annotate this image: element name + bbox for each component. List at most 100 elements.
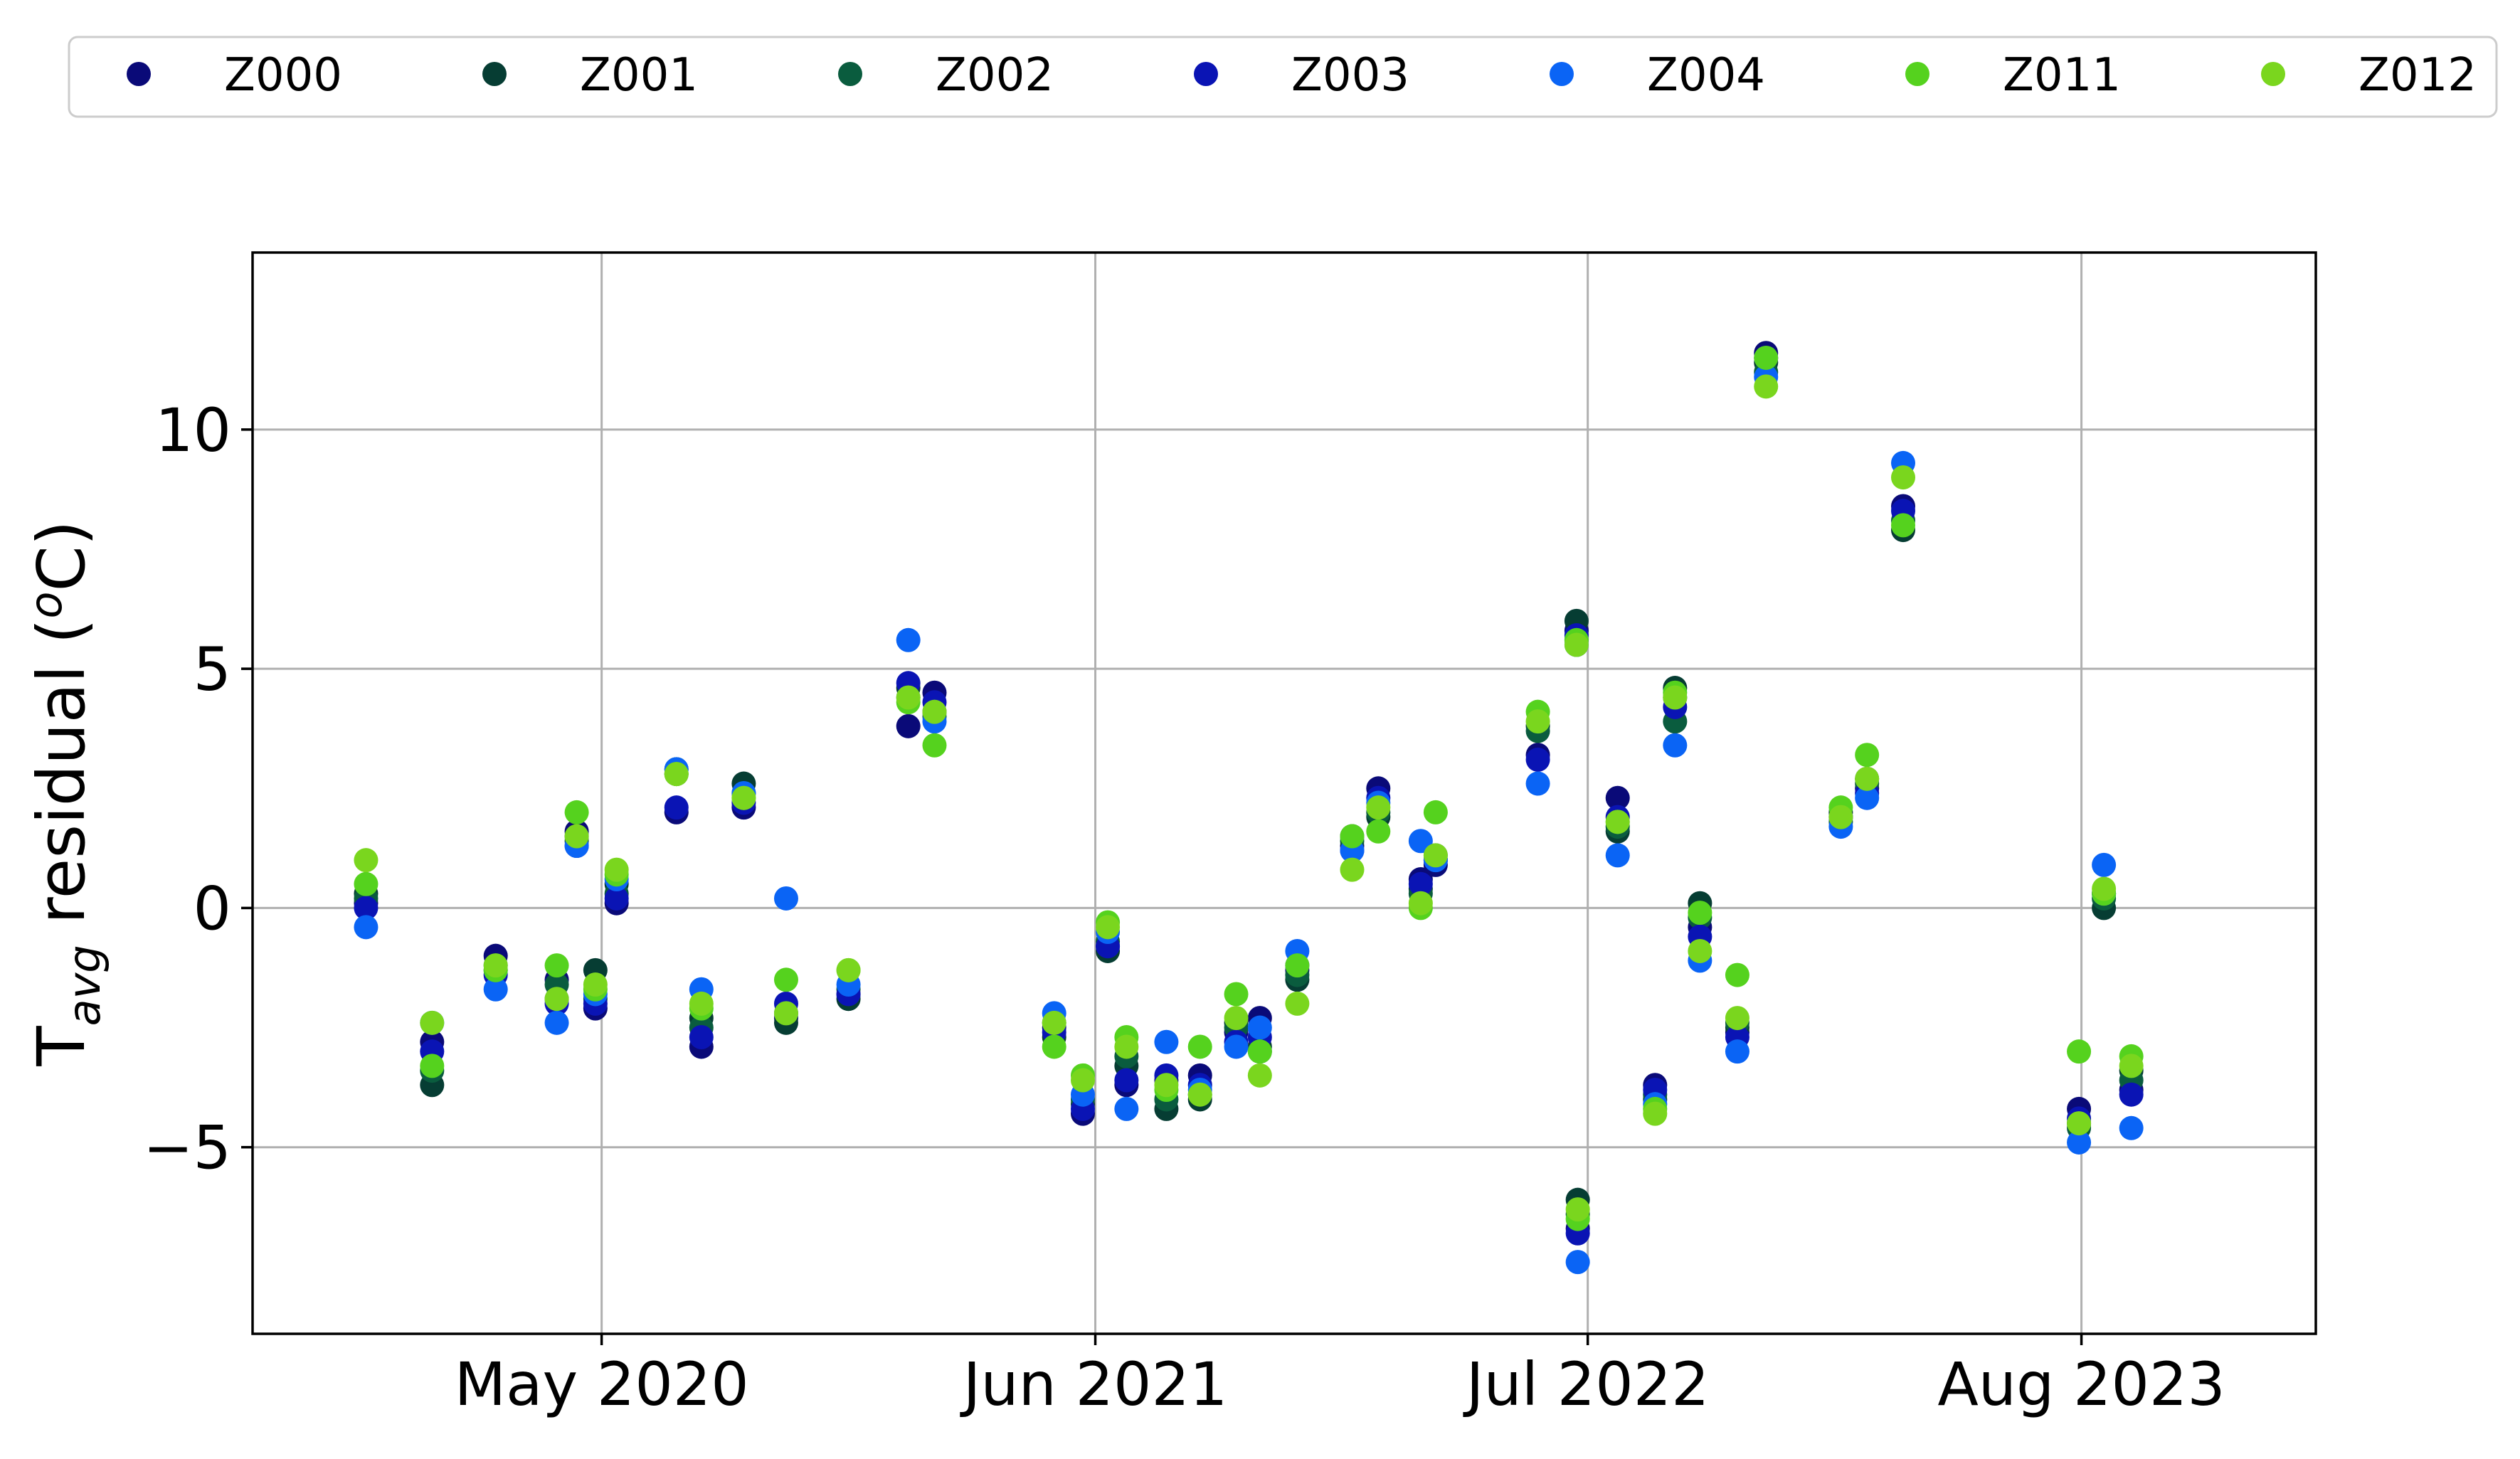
ylabel-rest: residual ( bbox=[23, 618, 100, 945]
data-point bbox=[1408, 891, 1433, 916]
data-point bbox=[2092, 876, 2117, 901]
data-point bbox=[1224, 982, 1249, 1007]
legend-item-z012: Z012 bbox=[2261, 49, 2477, 102]
x-tick-label: Jul 2022 bbox=[1463, 1349, 1710, 1419]
data-point bbox=[1725, 1006, 1749, 1031]
data-point bbox=[1525, 709, 1550, 734]
data-point bbox=[1663, 733, 1688, 758]
data-point bbox=[1525, 747, 1550, 772]
data-point bbox=[1605, 785, 1630, 810]
data-point bbox=[896, 627, 921, 652]
data-point bbox=[1224, 1034, 1249, 1059]
legend-box bbox=[68, 36, 2498, 118]
data-point bbox=[1855, 785, 1880, 810]
data-point bbox=[1285, 953, 1310, 978]
legend: Z000 Z001 Z002 Z003 Z004 Z011 Z012 bbox=[68, 36, 2498, 118]
data-point bbox=[2119, 1115, 2144, 1140]
x-tick-label: Jun 2021 bbox=[960, 1349, 1228, 1419]
y-tick-label: 10 bbox=[155, 396, 231, 465]
legend-marker bbox=[1905, 62, 1929, 86]
legend-item-z001: Z001 bbox=[482, 49, 698, 102]
data-point bbox=[2067, 1130, 2092, 1155]
data-point bbox=[2092, 852, 2117, 877]
data-point bbox=[544, 1010, 569, 1035]
x-tick-label: May 2020 bbox=[455, 1349, 749, 1419]
plot-background bbox=[253, 253, 2316, 1334]
data-point bbox=[1855, 743, 1880, 768]
data-point bbox=[1114, 1068, 1139, 1093]
data-point bbox=[604, 886, 629, 911]
legend-marker bbox=[2261, 62, 2285, 86]
data-point bbox=[773, 967, 798, 992]
data-point bbox=[1754, 345, 1779, 370]
data-point bbox=[2067, 1111, 2092, 1136]
data-point bbox=[1855, 766, 1880, 791]
data-point bbox=[354, 848, 378, 873]
data-point bbox=[1891, 513, 1915, 538]
data-point bbox=[896, 685, 921, 710]
data-point bbox=[483, 953, 508, 978]
data-point bbox=[1408, 871, 1433, 896]
data-point bbox=[2067, 1039, 2092, 1064]
data-point bbox=[1096, 915, 1121, 940]
legend-marker bbox=[1194, 62, 1218, 86]
legend-label: Z001 bbox=[580, 49, 698, 102]
data-point bbox=[1423, 843, 1448, 868]
data-point bbox=[1154, 1073, 1179, 1098]
data-point bbox=[1366, 819, 1391, 844]
data-point bbox=[1366, 795, 1391, 820]
data-point bbox=[354, 915, 378, 940]
data-point bbox=[544, 953, 569, 978]
data-point bbox=[1042, 1034, 1066, 1059]
data-point bbox=[836, 957, 861, 982]
legend-items: Z000 Z001 Z002 Z003 Z004 Z011 Z012 bbox=[127, 49, 2477, 102]
legend-marker bbox=[127, 62, 151, 86]
ylabel-superscript: o bbox=[20, 592, 72, 619]
legend-marker bbox=[1550, 62, 1574, 86]
data-point bbox=[1247, 1063, 1272, 1088]
data-point bbox=[664, 762, 689, 787]
data-points bbox=[354, 341, 2144, 1275]
data-point bbox=[689, 1025, 714, 1050]
data-point bbox=[564, 800, 589, 824]
data-point bbox=[1071, 1068, 1096, 1093]
legend-label: Z011 bbox=[2003, 49, 2121, 102]
ylabel-subscript: avg bbox=[58, 945, 110, 1026]
legend-item-z011: Z011 bbox=[1905, 49, 2121, 102]
data-point bbox=[1725, 1039, 1749, 1064]
data-point bbox=[1828, 805, 1853, 829]
data-point bbox=[1725, 962, 1749, 987]
data-point bbox=[564, 824, 589, 849]
legend-label: Z003 bbox=[1291, 49, 1409, 102]
data-point bbox=[1187, 1082, 1212, 1107]
data-point bbox=[354, 896, 378, 921]
axis-frame bbox=[251, 251, 2317, 1335]
data-point bbox=[922, 733, 947, 758]
legend-marker bbox=[838, 62, 862, 86]
data-point bbox=[1114, 1034, 1139, 1059]
plot-area: May 2020 Jun 2021 Jul 2022 Aug 2023 −5 0 5 10 bbox=[143, 251, 2317, 1419]
data-point bbox=[544, 987, 569, 1012]
data-point bbox=[1340, 824, 1365, 849]
legend-item-z004: Z004 bbox=[1550, 49, 1765, 102]
legend-label: Z012 bbox=[2358, 49, 2477, 102]
data-point bbox=[1187, 1034, 1212, 1059]
data-point bbox=[420, 1054, 445, 1078]
data-point bbox=[420, 1010, 445, 1035]
data-point bbox=[1754, 374, 1779, 399]
data-point bbox=[1643, 1101, 1668, 1126]
data-point bbox=[1688, 901, 1712, 925]
data-point bbox=[1247, 1039, 1272, 1064]
legend-label: Z000 bbox=[224, 49, 342, 102]
data-point bbox=[583, 972, 608, 997]
ylabel-main: T bbox=[23, 1026, 100, 1067]
data-point bbox=[689, 991, 714, 1016]
data-point bbox=[773, 886, 798, 911]
data-point bbox=[1423, 800, 1448, 824]
legend-item-z000: Z000 bbox=[127, 49, 342, 102]
y-tick-label: 0 bbox=[194, 874, 231, 943]
data-point bbox=[1224, 1006, 1249, 1031]
data-point bbox=[922, 699, 947, 724]
data-point bbox=[1114, 1096, 1139, 1121]
